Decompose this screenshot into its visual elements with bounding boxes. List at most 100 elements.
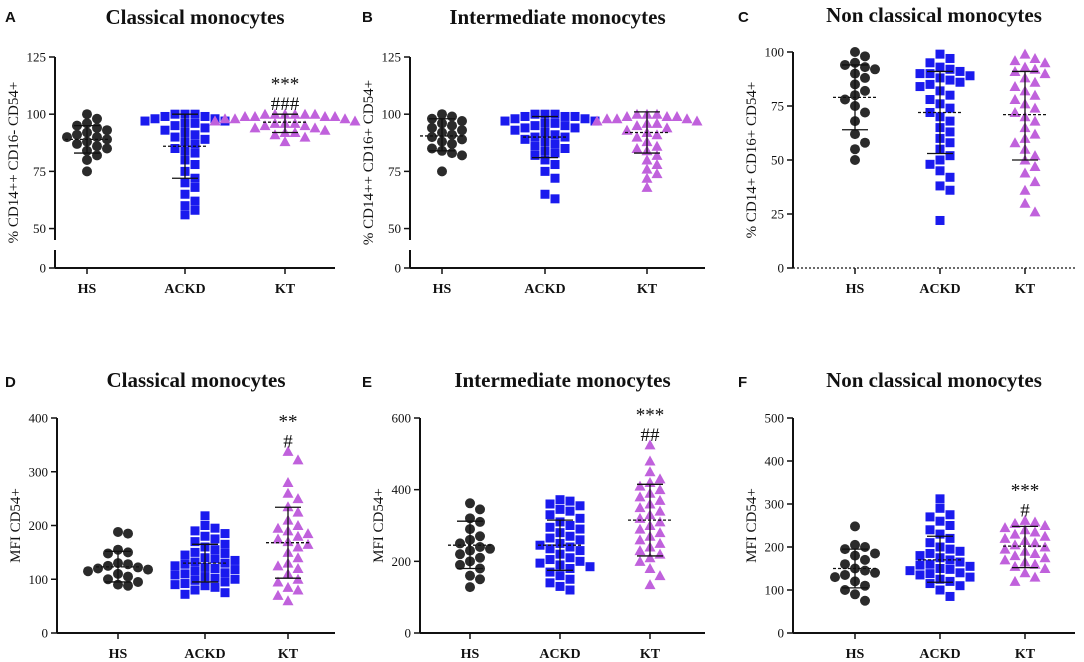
data-point-triangle: [654, 548, 666, 559]
data-point-square: [935, 516, 945, 526]
data-point-circle: [840, 559, 850, 570]
data-point-triangle: [634, 555, 646, 566]
data-point-square: [540, 155, 550, 165]
data-point-triangle: [1019, 167, 1031, 178]
x-category-label: HS: [461, 647, 480, 662]
data-point-circle: [92, 113, 102, 124]
panel-title: Intermediate monocytes: [454, 368, 670, 392]
data-point-circle: [860, 137, 870, 148]
data-point-circle: [83, 566, 93, 577]
data-point-square: [925, 512, 935, 522]
data-point-circle: [870, 567, 880, 578]
data-point-square: [550, 109, 560, 119]
data-point-triangle: [1029, 176, 1041, 187]
data-point-square: [545, 567, 555, 577]
data-point-triangle: [631, 143, 643, 153]
data-point-triangle: [319, 110, 331, 121]
data-point-circle: [437, 166, 447, 177]
panel-letter: C: [738, 9, 749, 26]
data-point-square: [945, 90, 955, 100]
panel-title: Classical monocytes: [105, 5, 284, 29]
data-point-circle: [840, 569, 850, 580]
data-point-circle: [850, 47, 860, 57]
data-point-triangle: [651, 117, 663, 128]
x-category-label: KT: [275, 282, 296, 297]
data-point-triangle: [292, 584, 304, 595]
x-category-label: KT: [278, 647, 299, 662]
data-point-circle: [475, 504, 485, 515]
data-point-square: [925, 159, 935, 169]
data-point-triangle: [1029, 128, 1041, 139]
data-point-square: [955, 557, 965, 567]
data-point-square: [585, 562, 595, 572]
data-point-circle: [465, 570, 475, 581]
data-point-triangle: [654, 516, 666, 527]
data-point-circle: [123, 580, 133, 591]
data-point-triangle: [634, 480, 646, 491]
data-point-triangle: [651, 129, 663, 140]
data-point-triangle: [209, 115, 221, 126]
data-point-triangle: [299, 131, 311, 142]
data-point-square: [575, 513, 585, 523]
panel-d: D Classical monocytes MFI CD54+ 0 100 200 300 4…: [5, 368, 335, 662]
data-point-triangle: [282, 445, 294, 456]
data-point-triangle: [644, 439, 656, 450]
data-point-triangle: [999, 532, 1011, 543]
series-kt: [634, 439, 666, 590]
y-tick-label: 0: [395, 261, 402, 276]
y-tick-label: 100: [382, 107, 402, 122]
data-point-circle: [123, 547, 133, 558]
data-point-triangle: [654, 537, 666, 548]
data-point-square: [170, 570, 180, 580]
data-point-square: [190, 566, 200, 576]
y-axis-label: MFI CD54+: [371, 488, 387, 563]
data-point-triangle: [634, 502, 646, 513]
data-point-square: [955, 568, 965, 578]
data-point-triangle: [1039, 520, 1051, 530]
data-point-square: [220, 588, 230, 598]
data-point-triangle: [1019, 48, 1031, 59]
data-point-triangle: [292, 563, 304, 573]
data-point-circle: [860, 72, 870, 83]
data-point-square: [200, 134, 210, 144]
data-point-triangle: [292, 520, 304, 530]
x-category-label: HS: [846, 282, 865, 297]
data-point-triangle: [999, 522, 1011, 533]
y-tick-label: 50: [33, 221, 46, 236]
data-point-triangle: [339, 113, 351, 124]
data-point-square: [915, 551, 925, 561]
data-point-triangle: [631, 131, 643, 142]
y-tick-label: 0: [405, 626, 412, 641]
data-point-triangle: [631, 108, 643, 119]
data-point-triangle: [654, 505, 666, 516]
data-point-square: [570, 111, 580, 121]
data-point-square: [570, 123, 580, 133]
series-ackd: [535, 495, 595, 595]
data-point-circle: [840, 94, 850, 105]
data-point-square: [545, 499, 555, 509]
data-point-square: [945, 64, 955, 74]
data-point-circle: [447, 129, 457, 140]
significance-marker: ***: [1011, 480, 1040, 501]
data-point-circle: [860, 595, 870, 606]
data-point-square: [170, 132, 180, 142]
data-point-square: [170, 561, 180, 571]
data-point-square: [555, 504, 565, 514]
data-point-circle: [123, 559, 133, 570]
data-point-triangle: [611, 113, 623, 124]
data-point-triangle: [239, 110, 251, 121]
data-point-square: [565, 506, 575, 516]
y-axis-label: % CD14++ CD16+ CD54+: [361, 80, 377, 245]
significance-marker: #: [1020, 500, 1030, 521]
data-point-square: [220, 548, 230, 558]
data-point-triangle: [1039, 57, 1051, 68]
data-point-square: [230, 565, 240, 575]
y-tick-label: 100: [765, 45, 785, 60]
data-point-square: [575, 501, 585, 511]
data-point-square: [140, 116, 150, 126]
data-point-circle: [457, 134, 467, 145]
y-tick-label: 0: [778, 626, 785, 641]
data-point-square: [170, 144, 180, 153]
data-point-triangle: [1009, 560, 1021, 571]
data-point-triangle: [272, 522, 284, 533]
